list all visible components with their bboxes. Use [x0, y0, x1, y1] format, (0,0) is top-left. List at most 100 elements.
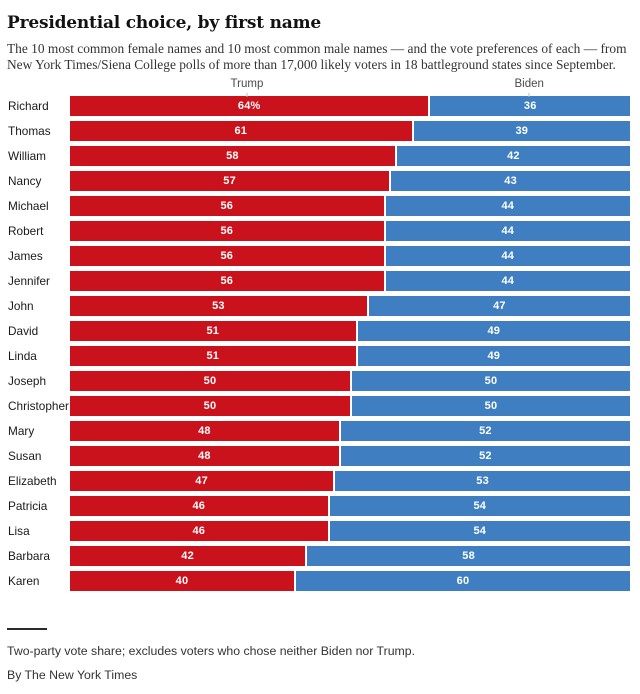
trump-value-label: 56 [220, 200, 234, 213]
chart-row: Jennifer 56 44 [0, 271, 630, 292]
biden-value-label: 44 [501, 250, 515, 263]
bar-rows: Richard 64% 36 Thomas 61 39 William 58 42 Nancy 57… [0, 96, 630, 592]
bar-track: 64% 36 [70, 96, 630, 117]
biden-bar-segment: 54 [329, 521, 630, 542]
bar-track: 51 49 [70, 321, 630, 342]
row-label: Karen [8, 574, 40, 589]
byline-text: By The New York Times [7, 668, 138, 683]
biden-bar-segment: 50 [352, 371, 630, 392]
trump-bar-segment: 47 [70, 471, 334, 492]
biden-value-label: 50 [484, 375, 498, 388]
biden-bar-segment: 44 [385, 196, 630, 217]
biden-bar-segment: 47 [368, 296, 630, 317]
chart-row: Linda 51 49 [0, 346, 630, 367]
chart-row: David 51 49 [0, 321, 630, 342]
bar-track: 48 52 [70, 446, 630, 467]
bar-track: 46 54 [70, 496, 630, 517]
trump-bar-segment: 51 [70, 321, 356, 342]
trump-bar-segment: 64% [70, 96, 429, 117]
row-label: Joseph [8, 374, 47, 389]
biden-value-label: 47 [493, 300, 506, 313]
chart-row: Elizabeth 47 53 [0, 471, 630, 492]
row-label: John [8, 299, 34, 314]
trump-value-label: 42 [181, 550, 194, 563]
trump-value-label: 51 [206, 350, 220, 363]
bar-track: 56 44 [70, 246, 630, 267]
chart-title: Presidential choice, by first name [7, 13, 321, 33]
trump-bar-segment: 48 [70, 421, 339, 442]
row-label: Jennifer [8, 274, 50, 289]
trump-value-label: 53 [212, 300, 225, 313]
biden-value-label: 42 [507, 150, 520, 163]
biden-value-label: 49 [487, 350, 501, 363]
bar-track: 46 54 [70, 521, 630, 542]
trump-bar-segment: 46 [70, 496, 328, 517]
trump-bar-segment: 53 [70, 296, 367, 317]
row-label: Richard [8, 99, 49, 114]
bar-track: 53 47 [70, 296, 630, 317]
row-label: Susan [8, 449, 42, 464]
trump-value-label: 61 [234, 125, 248, 138]
chart-subtitle-line2: New York Times/Siena College polls of mo… [7, 56, 616, 72]
row-label: Michael [8, 199, 49, 214]
axis-tick-trump [246, 93, 248, 98]
chart-row: William 58 42 [0, 146, 630, 167]
trump-value-label: 56 [220, 275, 234, 288]
row-label: David [8, 324, 39, 339]
trump-value-label: 40 [175, 575, 189, 588]
biden-value-label: 54 [473, 525, 487, 538]
chart-row: Christopher 50 50 [0, 396, 630, 417]
biden-bar-segment: 58 [307, 546, 630, 567]
trump-bar-segment: 56 [70, 221, 384, 242]
trump-value-label: 56 [220, 225, 234, 238]
biden-value-label: 44 [501, 200, 515, 213]
column-header-trump: Trump [230, 78, 264, 91]
row-label: Linda [8, 349, 37, 364]
row-label: Nancy [8, 174, 42, 189]
biden-bar-segment: 53 [335, 471, 630, 492]
row-label: Thomas [8, 124, 51, 139]
biden-bar-segment: 60 [296, 571, 630, 592]
bar-track: 57 43 [70, 171, 630, 192]
biden-bar-segment: 52 [340, 421, 630, 442]
biden-value-label: 52 [479, 425, 492, 438]
biden-bar-segment: 44 [385, 246, 630, 267]
bar-track: 56 44 [70, 196, 630, 217]
footnote-rule [7, 628, 47, 631]
trump-bar-segment: 57 [70, 171, 390, 192]
trump-bar-segment: 50 [70, 371, 350, 392]
biden-value-label: 52 [479, 450, 492, 463]
row-label: William [8, 149, 47, 164]
biden-value-label: 44 [501, 275, 515, 288]
trump-bar-segment: 61 [70, 121, 412, 142]
axis-tick-biden [528, 93, 530, 98]
row-label: Patricia [8, 499, 48, 514]
trump-value-label: 64% [237, 100, 261, 113]
chart-row: Mary 48 52 [0, 421, 630, 442]
trump-value-label: 51 [206, 325, 220, 338]
trump-value-label: 50 [203, 400, 217, 413]
chart-row: Lisa 46 54 [0, 521, 630, 542]
trump-bar-segment: 42 [70, 546, 306, 567]
biden-value-label: 50 [484, 400, 498, 413]
biden-bar-segment: 44 [385, 221, 630, 242]
biden-bar-segment: 52 [340, 446, 630, 467]
row-label: Lisa [8, 524, 30, 539]
bar-track: 50 50 [70, 396, 630, 417]
biden-value-label: 58 [462, 550, 475, 563]
biden-bar-segment: 49 [357, 346, 630, 367]
bar-track: 50 50 [70, 371, 630, 392]
chart-footer: Two-party vote share; excludes voters wh… [0, 628, 640, 682]
biden-bar-segment: 50 [352, 396, 630, 417]
trump-bar-segment: 48 [70, 446, 339, 467]
trump-bar-segment: 40 [70, 571, 294, 592]
biden-bar-segment: 42 [396, 146, 630, 167]
trump-value-label: 58 [226, 150, 239, 163]
chart-subtitle: The 10 most common female names and 10 m… [7, 41, 630, 72]
trump-bar-segment: 50 [70, 396, 350, 417]
chart-row: Nancy 57 43 [0, 171, 630, 192]
biden-value-label: 53 [476, 475, 489, 488]
column-header-biden: Biden [514, 78, 544, 91]
bar-track: 47 53 [70, 471, 630, 492]
